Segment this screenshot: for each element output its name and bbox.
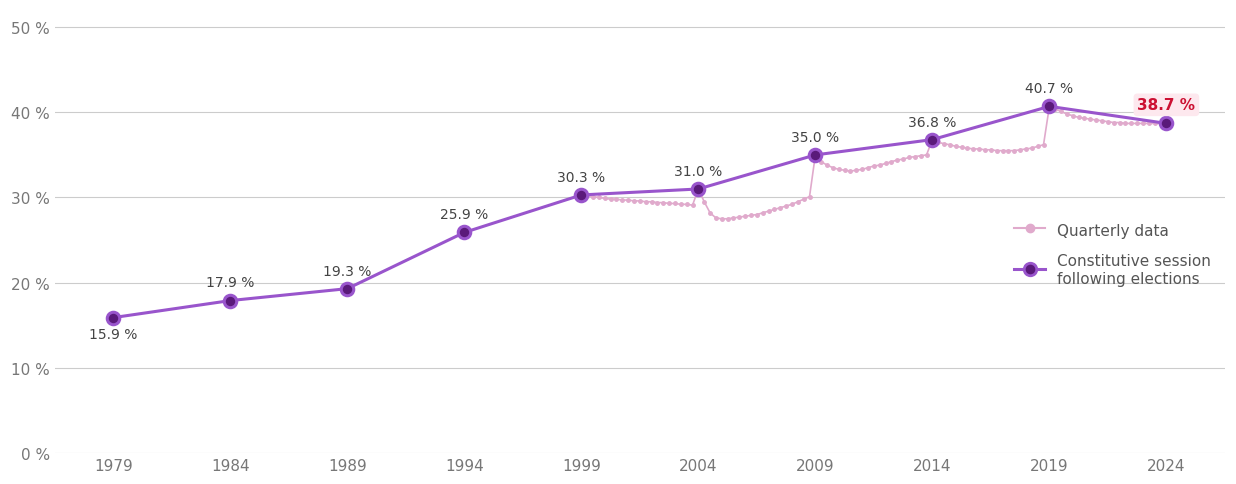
- Text: 31.0 %: 31.0 %: [675, 165, 723, 179]
- Text: 38.7 %: 38.7 %: [1137, 98, 1195, 113]
- Text: 17.9 %: 17.9 %: [206, 276, 255, 290]
- Text: 35.0 %: 35.0 %: [791, 131, 839, 145]
- Text: 15.9 %: 15.9 %: [89, 328, 137, 342]
- Text: 19.3 %: 19.3 %: [323, 264, 372, 278]
- Text: 36.8 %: 36.8 %: [908, 115, 957, 129]
- Text: 40.7 %: 40.7 %: [1026, 82, 1073, 96]
- Text: 25.9 %: 25.9 %: [440, 208, 488, 222]
- Text: 30.3 %: 30.3 %: [557, 170, 606, 184]
- Legend: Quarterly data, Constitutive session
following elections: Quarterly data, Constitutive session fol…: [1009, 216, 1217, 292]
